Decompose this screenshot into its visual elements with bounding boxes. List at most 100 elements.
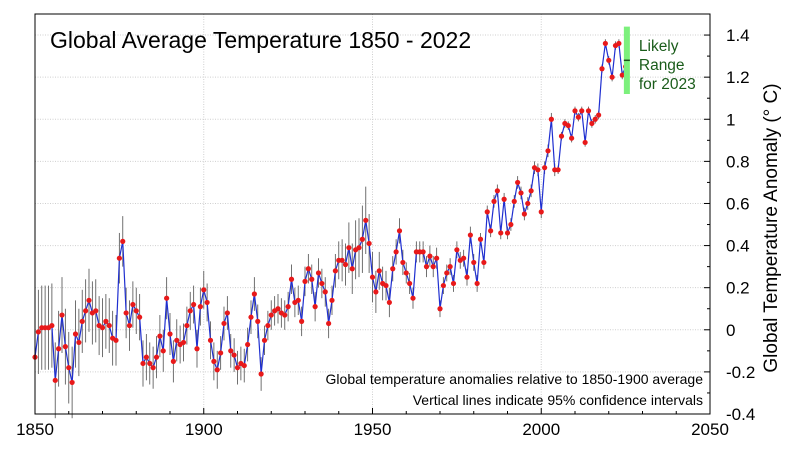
data-point <box>265 322 271 329</box>
data-point <box>120 238 126 244</box>
data-point <box>93 308 99 314</box>
data-point <box>143 354 149 360</box>
data-point <box>427 253 433 259</box>
data-point <box>66 365 72 371</box>
data-point <box>423 264 430 270</box>
data-point <box>285 304 291 310</box>
data-point <box>471 259 477 266</box>
data-point <box>157 333 163 339</box>
data-point <box>525 200 531 207</box>
data-point <box>231 352 237 358</box>
data-point <box>150 365 156 371</box>
data-point <box>511 198 517 204</box>
data-point <box>258 371 264 377</box>
chart-title: Global Average Temperature 1850 - 2022 <box>50 27 471 53</box>
y-tick-label: 0.2 <box>726 279 750 298</box>
annotation-confidence-intervals: Vertical lines indicate 95% confidence i… <box>413 392 703 408</box>
data-point <box>349 266 355 272</box>
data-point <box>197 304 203 310</box>
data-point <box>606 57 612 63</box>
data-point <box>579 108 585 114</box>
data-point <box>207 337 214 343</box>
data-point <box>585 108 592 114</box>
data-point <box>103 318 109 324</box>
x-tick-label: 1900 <box>185 420 223 439</box>
data-point <box>555 167 561 173</box>
data-point <box>83 308 89 314</box>
data-point <box>35 329 41 335</box>
y-tick-label: 0.6 <box>726 194 750 213</box>
y-tick-label: 1.2 <box>726 68 750 87</box>
data-point <box>589 120 595 127</box>
data-point <box>167 331 173 337</box>
data-point <box>609 74 615 80</box>
data-point <box>76 339 82 346</box>
data-point <box>180 339 187 346</box>
data-point <box>322 289 328 295</box>
data-point <box>504 230 511 236</box>
data-point <box>137 314 143 320</box>
data-point <box>407 280 413 287</box>
data-point <box>184 322 190 329</box>
data-point <box>596 112 602 118</box>
data-point <box>72 331 79 337</box>
likely-range-2023: Likely Range for 2023 <box>623 26 696 95</box>
data-point <box>228 348 234 354</box>
data-point <box>106 322 112 329</box>
data-point <box>261 337 268 343</box>
y-tick-label: 1 <box>726 110 735 129</box>
y-tick-label: 0 <box>726 321 735 340</box>
x-tick-label: 1850 <box>16 420 54 439</box>
data-point <box>474 280 480 287</box>
y-tick-label: 1.4 <box>726 26 750 45</box>
data-point <box>241 362 247 369</box>
data-point <box>582 139 588 146</box>
data-point <box>477 236 484 242</box>
data-point <box>99 325 106 331</box>
data-point <box>346 245 352 251</box>
data-point <box>326 320 332 327</box>
data-point <box>575 114 581 120</box>
y-tick-label: -0.2 <box>726 363 755 382</box>
data-point <box>251 291 257 297</box>
data-point <box>420 249 426 255</box>
data-point <box>400 259 406 266</box>
data-point <box>86 297 92 303</box>
data-point <box>558 133 565 139</box>
x-tick-label: 2000 <box>522 420 560 439</box>
data-point <box>363 217 369 223</box>
data-point <box>59 312 65 318</box>
data-point <box>319 280 325 287</box>
data-point <box>147 360 153 367</box>
data-point <box>484 209 490 215</box>
data-point <box>393 249 399 255</box>
data-point <box>187 308 193 314</box>
data-point <box>464 274 470 280</box>
data-point <box>592 116 598 122</box>
data-point <box>288 276 295 282</box>
data-point <box>302 278 308 284</box>
data-point <box>56 346 62 352</box>
x-tick-label: 2050 <box>691 420 729 439</box>
data-point <box>295 297 301 303</box>
data-point <box>366 240 372 247</box>
data-point <box>268 312 274 318</box>
data-point <box>430 264 436 270</box>
data-point <box>234 365 241 371</box>
data-point <box>224 310 230 316</box>
data-point <box>309 276 315 282</box>
data-point <box>521 211 527 217</box>
data-point <box>437 306 443 312</box>
data-point <box>461 255 467 261</box>
data-point <box>542 165 548 171</box>
data-point <box>194 346 200 352</box>
data-point <box>599 66 605 72</box>
data-point <box>376 268 382 274</box>
data-point <box>572 108 578 114</box>
data-point <box>79 318 85 324</box>
data-point <box>396 228 403 234</box>
data-point <box>126 322 133 329</box>
data-point <box>528 188 534 194</box>
